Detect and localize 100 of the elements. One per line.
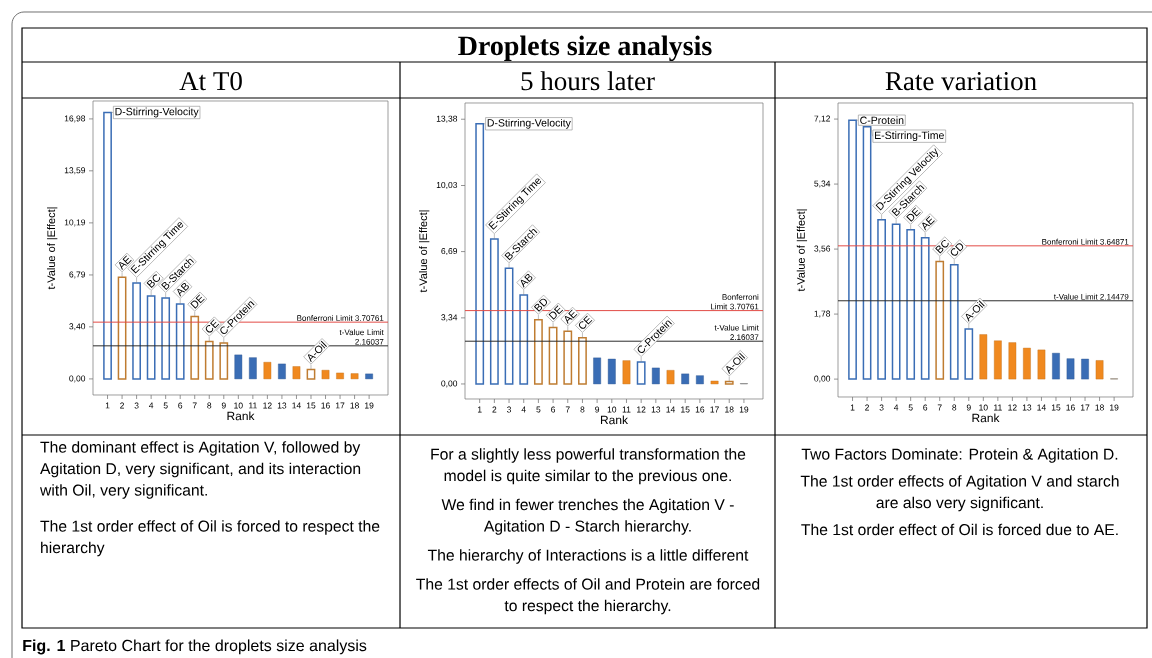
annotation: C-Protein — [860, 116, 904, 125]
text: Droplets size analysis — [458, 35, 712, 62]
text: Fig. 1 Pareto Chart for the droplets size analysis — [23, 639, 367, 655]
bar — [681, 373, 690, 385]
annotation: CD — [950, 243, 964, 256]
y-tick-label: 6,79 — [69, 271, 86, 279]
x-tick-label: 18 — [725, 406, 734, 413]
x-tick-label: 14 — [1037, 404, 1046, 411]
x-tick-label: 3 — [134, 402, 139, 409]
ref-line-label: Bonferroni Limit 3.64871 — [1042, 238, 1129, 245]
bar — [350, 373, 359, 380]
y-tick-label: 16,98 — [64, 115, 86, 123]
y-tick-label: 3,40 — [69, 323, 86, 331]
x-tick-label: 7 — [937, 404, 942, 411]
x-tick-label: 16 — [321, 402, 330, 409]
x-tick-label: 4 — [148, 402, 154, 409]
x-tick-label: 9 — [966, 404, 971, 411]
bar — [219, 342, 229, 380]
x-tick-label: 17 — [710, 406, 719, 413]
x-tick-label: 14 — [666, 406, 676, 413]
y-tick-label: 0,00 — [441, 380, 458, 388]
text: The dominant effect is Agitation V, followed by Agitation D, very significant, and its interaction with Oil, very significant. — [39, 441, 361, 499]
x-tick-label: 19 — [739, 406, 749, 413]
bar — [891, 223, 901, 380]
y-tick-label: 7,12 — [814, 115, 831, 123]
x-tick-label: 13 — [277, 402, 287, 409]
bar — [249, 357, 257, 380]
bar — [578, 337, 587, 385]
x-tick-label: 6 — [551, 406, 556, 413]
annotation: CE — [578, 315, 593, 329]
bar — [263, 362, 272, 380]
bar — [935, 260, 945, 380]
x-tick-label: 12 — [1008, 404, 1017, 411]
x-tick-label: 14 — [292, 402, 301, 409]
x-tick-label: 10 — [979, 404, 988, 411]
y-tick-label: 0,00 — [814, 375, 831, 383]
y-tick-label: 1,78 — [814, 310, 831, 318]
bar — [190, 315, 200, 380]
annotation: DE — [548, 305, 564, 320]
bar — [651, 367, 660, 385]
bar — [504, 267, 514, 385]
annotation: D-Stirring-Velocity — [487, 118, 571, 129]
x-tick-label: 2 — [865, 404, 869, 411]
y-tick-label: 0,00 — [69, 375, 86, 383]
chart-title: 5 hours later — [521, 71, 655, 91]
y-tick-label: 10,03 — [436, 182, 458, 190]
bar — [1066, 358, 1075, 380]
bar — [533, 318, 543, 385]
bar — [365, 373, 373, 380]
bar — [306, 368, 316, 380]
ref-line-label: Bonferroni Limit 3.70761 — [710, 294, 759, 310]
chart-title: At T0 — [179, 72, 242, 91]
bar — [920, 237, 930, 380]
x-tick-label: 9 — [221, 402, 226, 409]
bar — [1037, 349, 1046, 380]
x-tick-label: 15 — [306, 402, 316, 409]
x-tick-label: 16 — [695, 406, 705, 413]
bar — [949, 264, 959, 380]
text: The 1st order effect of Oil is forced to respect the hierarchy — [40, 520, 380, 557]
x-tick-label: 19 — [365, 402, 374, 409]
bar — [994, 340, 1002, 380]
x-tick-label: 12 — [263, 402, 272, 409]
x-tick-label: 2 — [120, 402, 125, 409]
bar — [622, 360, 631, 385]
y-axis-title: t-Value of |Effect| — [796, 209, 808, 292]
bar — [146, 295, 156, 380]
text: The 1st order effects of Agitation V and starch are also very significant. — [800, 475, 1119, 512]
bar — [1008, 342, 1017, 380]
annotation: AB — [520, 274, 533, 288]
y-axis-title: t-Value of |Effect| — [419, 210, 430, 293]
x-tick-label: 17 — [1080, 404, 1090, 411]
text: For a slightly less powerful transformation the model is quite similar to the previous one. — [431, 448, 746, 485]
bar — [336, 372, 344, 380]
x-tick-label: 2 — [492, 406, 497, 413]
annotation: BC — [146, 274, 161, 288]
annotation: E-Stirring-Time — [875, 131, 944, 142]
x-axis-title: Rank — [227, 411, 255, 421]
bar — [666, 370, 675, 385]
text: We find in fewer trenches the Agitation V - Agitation D - Starch hierarchy. — [441, 498, 734, 535]
x-tick-label: 11 — [249, 402, 257, 409]
y-tick-label: 6,69 — [441, 248, 458, 256]
bar — [175, 303, 185, 380]
bar — [710, 380, 719, 385]
text: Two Factors Dominate: Protein & Agitation D. — [801, 448, 1118, 463]
x-tick-label: 5 — [163, 402, 168, 409]
annotation: AE — [922, 215, 935, 231]
x-tick-label: 6 — [923, 404, 928, 411]
x-tick-label: 13 — [1022, 404, 1032, 411]
x-tick-label: 15 — [681, 406, 690, 413]
bar — [906, 228, 916, 380]
bar — [489, 238, 499, 385]
bar — [593, 357, 601, 385]
bar — [278, 363, 286, 380]
x-tick-label: 13 — [651, 406, 661, 413]
x-tick-label: 1 — [105, 402, 110, 409]
bar — [161, 297, 171, 380]
y-tick-label: 3,34 — [441, 314, 458, 322]
x-tick-label: 7 — [192, 402, 197, 409]
ref-line-label: Bonferroni Limit 3.70761 — [297, 315, 384, 321]
text: The hierarchy of Interactions is a little different — [427, 549, 749, 564]
